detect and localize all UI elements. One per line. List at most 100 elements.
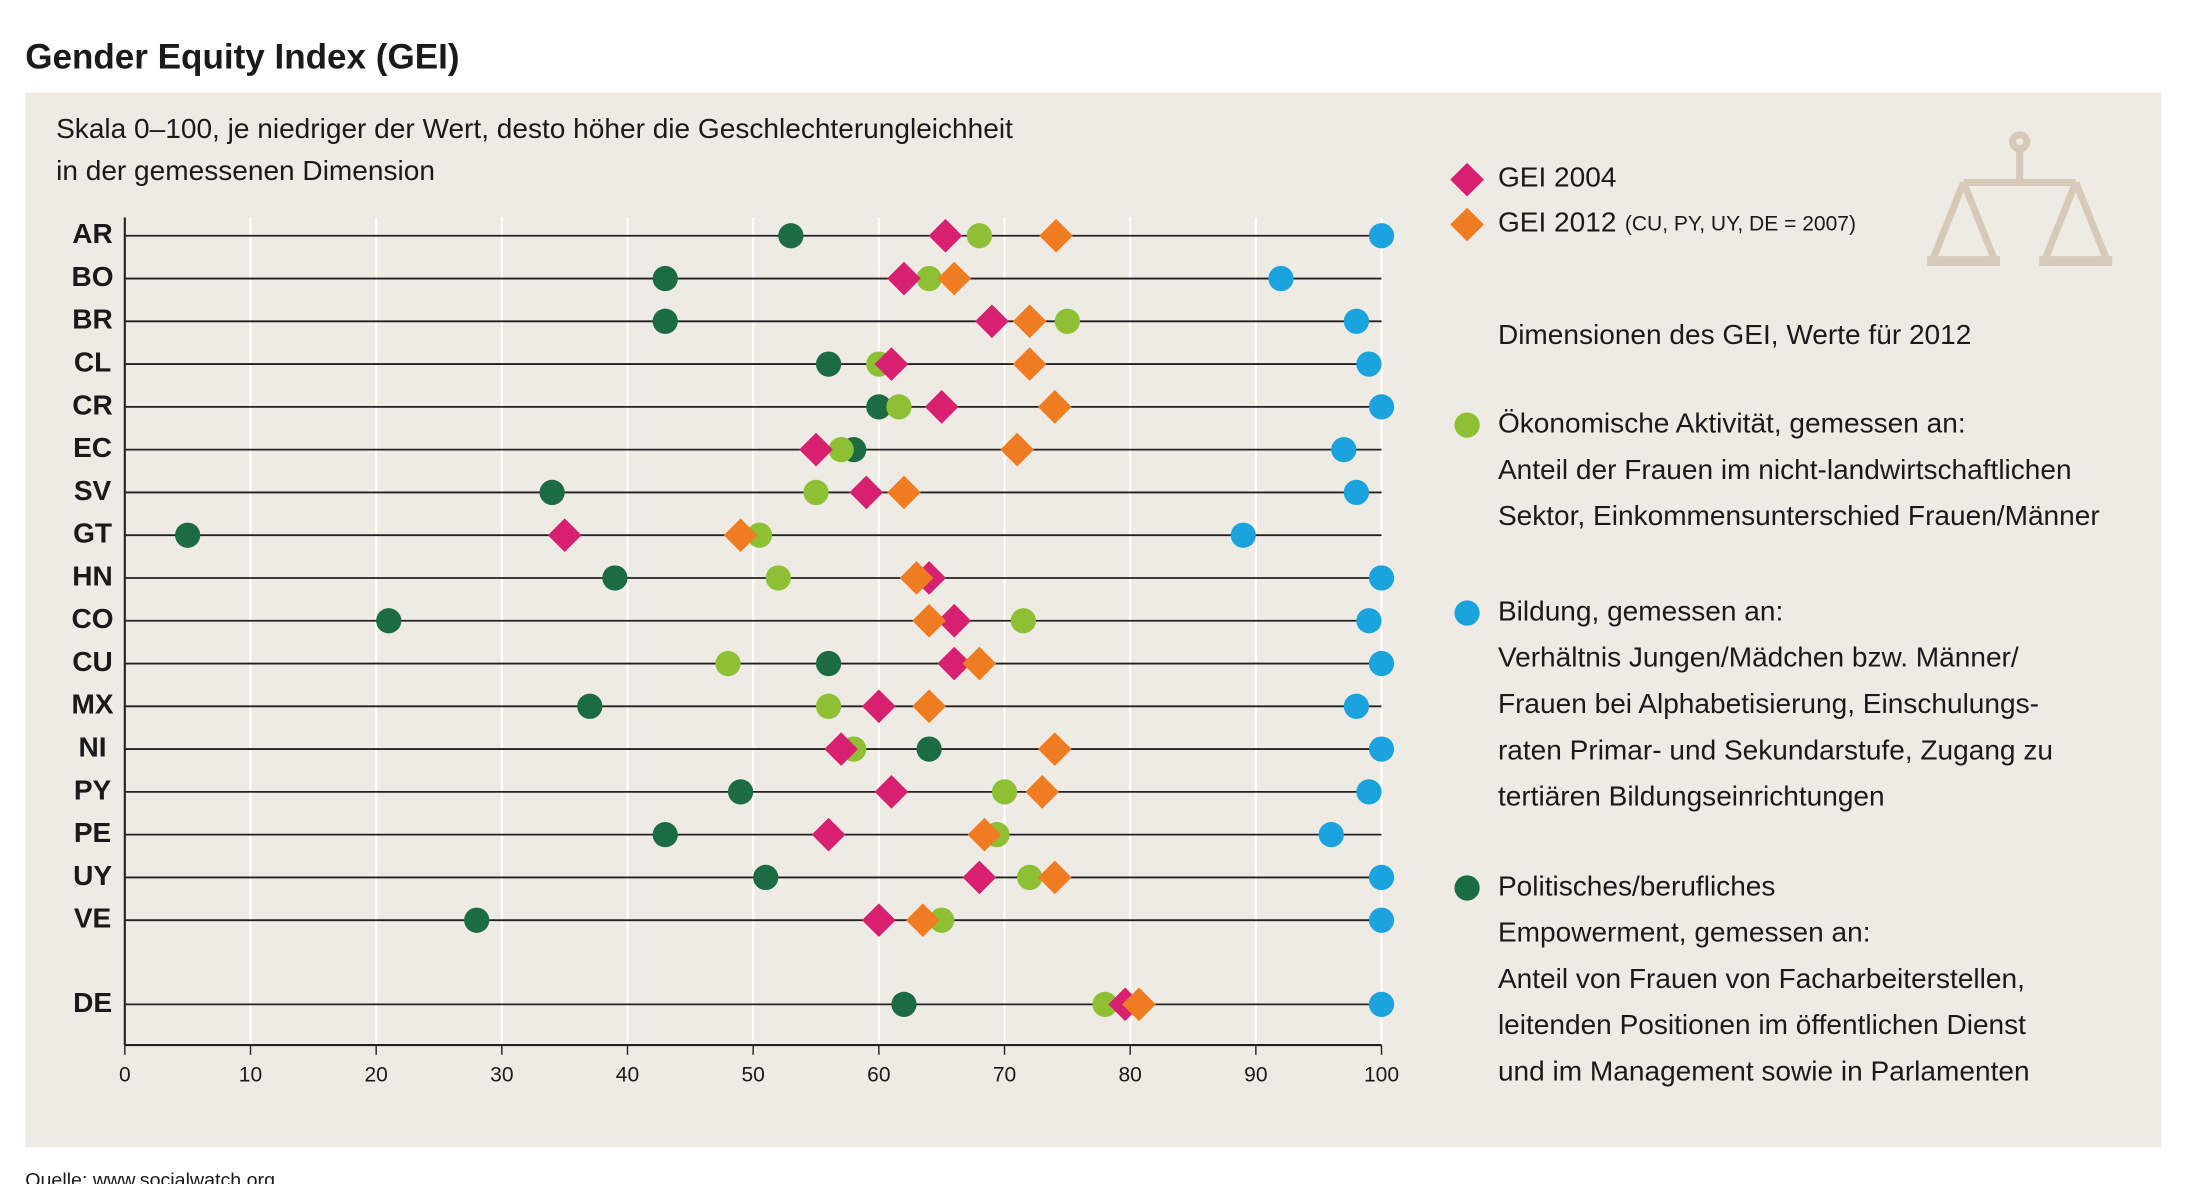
dot-marker bbox=[1230, 522, 1256, 548]
dot-marker bbox=[1356, 608, 1382, 634]
y-tick-label: NI bbox=[79, 731, 107, 762]
subtitle: Skala 0–100, je niedriger der Wert, dest… bbox=[56, 113, 1013, 144]
diamond-marker bbox=[1012, 347, 1047, 381]
legend-name: GEI 2004 bbox=[1498, 162, 1617, 193]
dot-marker bbox=[815, 650, 842, 677]
diamond-marker bbox=[1037, 732, 1072, 766]
dot-marker bbox=[1356, 779, 1382, 805]
diamond-marker bbox=[1122, 987, 1156, 1022]
diamond-marker bbox=[1037, 860, 1072, 895]
dot-marker bbox=[991, 779, 1018, 805]
dot-marker bbox=[765, 565, 791, 591]
legend-description: Sektor, Einkommensunterschied Frauen/Män… bbox=[1498, 500, 2100, 531]
diamond-marker bbox=[906, 903, 940, 938]
legend-label: Politisches/berufliches bbox=[1498, 870, 1775, 901]
diamond-marker bbox=[811, 817, 846, 852]
dot-marker bbox=[929, 907, 955, 933]
dot-marker bbox=[1343, 479, 1370, 506]
legend-note: (CU, PY, UY, DE = 2007) bbox=[1625, 212, 1856, 235]
dot-marker bbox=[376, 608, 402, 634]
subtitle: in der gemessenen Dimension bbox=[56, 155, 435, 186]
x-tick-label: 40 bbox=[616, 1063, 639, 1086]
chart-title: Gender Equity Index (GEI) bbox=[25, 37, 459, 76]
diamond-marker bbox=[887, 475, 921, 510]
dot-marker bbox=[886, 394, 912, 420]
diamond-marker bbox=[1037, 390, 1072, 424]
diamond-marker bbox=[1450, 162, 1484, 197]
dot-marker bbox=[1343, 693, 1370, 719]
legend-label: GEI 2004 bbox=[1498, 162, 1617, 193]
y-tick-label: BR bbox=[72, 304, 113, 335]
x-tick-label: 10 bbox=[239, 1063, 262, 1086]
dot-marker bbox=[1343, 308, 1370, 334]
x-tick-label: 50 bbox=[741, 1063, 764, 1086]
x-tick-label: 80 bbox=[1118, 1063, 1141, 1086]
diamond-marker bbox=[723, 518, 758, 553]
dot-marker bbox=[815, 351, 842, 377]
dot-marker bbox=[1368, 650, 1395, 677]
x-tick-label: 30 bbox=[490, 1063, 513, 1086]
dot-marker bbox=[828, 437, 854, 463]
y-tick-label: BO bbox=[72, 261, 114, 292]
diamond-marker bbox=[874, 775, 909, 809]
diamond-marker bbox=[1012, 304, 1047, 339]
x-tick-label: 100 bbox=[1364, 1063, 1399, 1086]
dot-marker bbox=[1356, 351, 1382, 377]
dot-marker bbox=[1368, 223, 1395, 249]
legend-name: GEI 2012 bbox=[1498, 207, 1617, 238]
x-tick-label: 0 bbox=[119, 1063, 131, 1086]
x-tick-label: 60 bbox=[867, 1063, 890, 1086]
dot-marker bbox=[175, 522, 201, 548]
diamond-marker bbox=[967, 817, 1002, 852]
dot-marker bbox=[652, 265, 678, 292]
y-tick-label: VE bbox=[74, 903, 111, 934]
dot-marker bbox=[1368, 736, 1395, 762]
diamond-marker bbox=[924, 390, 959, 424]
dot-marker bbox=[746, 522, 773, 548]
dot-marker bbox=[715, 650, 741, 677]
dot-marker bbox=[1318, 822, 1344, 848]
diamond-marker bbox=[849, 475, 884, 510]
legend-label: GEI 2012 (CU, PY, UY, DE = 2007) bbox=[1498, 207, 1856, 238]
y-tick-label: SV bbox=[74, 475, 112, 506]
legend-description: leitenden Positionen im öffentlichen Die… bbox=[1498, 1009, 2026, 1040]
x-tick-label: 70 bbox=[993, 1063, 1016, 1086]
legend-description: tertiären Bildungseinrichtungen bbox=[1498, 781, 1885, 812]
dot-marker bbox=[891, 991, 917, 1017]
dot-marker bbox=[778, 223, 804, 249]
dot-marker bbox=[1017, 864, 1043, 891]
diamond-marker bbox=[862, 903, 896, 938]
dot-marker bbox=[1331, 437, 1357, 463]
x-tick-label: 90 bbox=[1244, 1063, 1267, 1086]
dot-marker bbox=[602, 565, 628, 591]
diamond-marker bbox=[912, 689, 946, 724]
diamond-marker bbox=[1000, 432, 1034, 467]
legend-label: Ökonomische Aktivität, gemessen an: bbox=[1498, 408, 1966, 439]
diamond-marker bbox=[862, 689, 896, 724]
y-tick-label: CR bbox=[72, 389, 113, 420]
diamond-marker bbox=[1450, 207, 1484, 242]
dot-marker bbox=[652, 308, 678, 334]
legend-description: Anteil der Frauen im nicht-landwirtschaf… bbox=[1498, 454, 2072, 485]
legend-description: Empowerment, gemessen an: bbox=[1498, 917, 1871, 948]
dot-marker bbox=[803, 479, 829, 506]
legend-heading: Dimensionen des GEI, Werte für 2012 bbox=[1498, 319, 1971, 350]
dot-marker bbox=[1092, 991, 1118, 1017]
dot-marker bbox=[1454, 412, 1480, 438]
diamond-marker bbox=[912, 603, 946, 638]
dot-marker bbox=[1454, 600, 1480, 626]
legend-description: Frauen bei Alphabetisierung, Einschulung… bbox=[1498, 688, 2039, 719]
y-tick-label: CU bbox=[72, 646, 113, 677]
dot-marker bbox=[1010, 608, 1036, 634]
dot-marker bbox=[1368, 864, 1395, 891]
y-tick-label: AR bbox=[72, 218, 113, 249]
legend-description: raten Primar- und Sekundarstufe, Zugang … bbox=[1498, 734, 2053, 765]
legend-description: Anteil von Frauen von Facharbeiterstelle… bbox=[1498, 963, 2025, 994]
dot-marker bbox=[1368, 394, 1395, 420]
y-tick-label: UY bbox=[73, 860, 112, 891]
y-tick-label: GT bbox=[73, 518, 112, 549]
dot-marker bbox=[464, 907, 490, 933]
y-tick-label: PY bbox=[74, 774, 112, 805]
